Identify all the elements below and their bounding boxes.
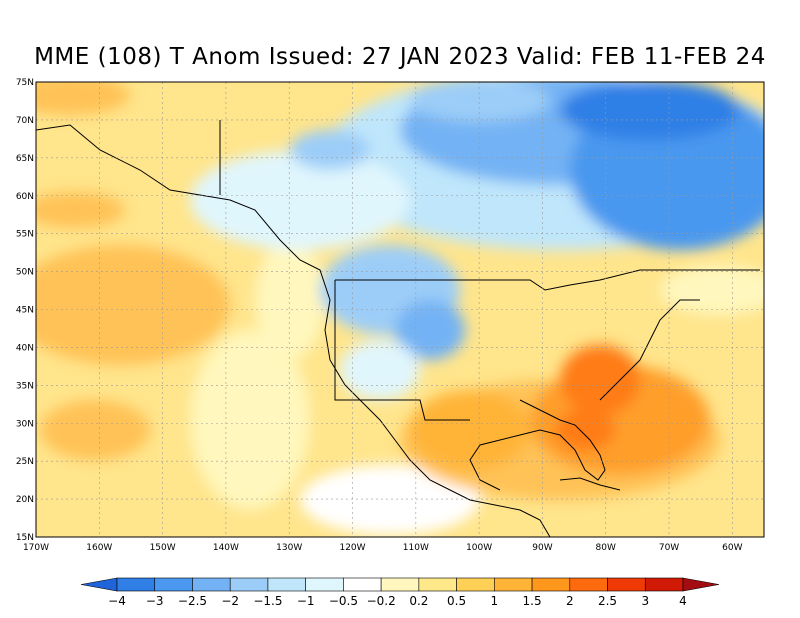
coastlines [36,120,760,537]
colorbar-label: 1.5 [523,594,542,608]
lat-label: 35N [16,381,34,391]
colorbar-label: −3 [146,594,164,608]
colorbar-label: 0.2 [409,594,428,608]
longitude-labels: 170W 160W 150W 140W 130W 120W 110W 100W 90W 80W 70… [23,543,743,553]
lon-label: 100W [466,543,492,553]
colorbar-swatch [607,577,646,592]
colorbar-label: 2 [566,594,574,608]
colorbar-label: −2.5 [178,594,207,608]
lat-label: 15N [16,533,34,543]
colorbar-swatch [569,577,608,592]
colorbar: −4 −3 −2.5 −2 −1.5 −1 −0.5 −0.2 0.2 0.5 1 1.5 2 2.5 3 4 [80,577,720,608]
colorbar-left-arrow [80,577,118,592]
colorbar-swatch [380,577,420,592]
map-frame [35,81,765,538]
colorbar-label: 4 [679,594,687,608]
colorbar-swatch [267,577,306,592]
colorbar-swatch [116,577,156,592]
lat-label: 40N [16,343,34,353]
colorbar-swatch [305,577,344,592]
colorbar-label: −2 [221,594,239,608]
anomaly-field [36,82,764,537]
lat-label: 50N [16,268,34,278]
colorbar-label: −0.2 [367,594,396,608]
colorbar-label: −1.5 [253,594,282,608]
lat-label: 70N [16,116,34,126]
colorbar-swatch [644,577,684,592]
colorbar-label: −1 [297,594,315,608]
lon-label: 160W [86,543,112,553]
lat-label: 25N [16,457,34,467]
colorbar-label: 2.5 [598,594,617,608]
lon-label: 60W [722,543,742,553]
lon-label: 70W [659,543,679,553]
lat-label: 75N [16,78,34,88]
map-title: MME (108) T Anom Issued: 27 JAN 2023 Val… [34,44,766,70]
lon-label: 90W [532,543,552,553]
lon-label: 140W [213,543,239,553]
colorbar-label: 0.5 [447,594,466,608]
colorbar-swatch [456,577,495,592]
colorbar-swatch [343,577,382,592]
graticule [36,82,764,537]
lat-label: 45N [16,306,34,316]
lat-label: 60N [16,192,34,202]
colorbar-label: −0.5 [329,594,358,608]
lon-label: 130W [276,543,302,553]
lat-label: 30N [16,419,34,429]
lon-label: 150W [150,543,176,553]
lon-label: 120W [339,543,365,553]
lon-label: 170W [23,543,49,553]
lat-label: 20N [16,495,34,505]
colorbar-swatch [192,577,231,592]
pacific-warm-blob [36,245,230,365]
lat-label: 65N [16,154,34,164]
colorbar-swatch [418,577,457,592]
colorbar-label: 1 [491,594,499,608]
lat-label: 55N [16,230,34,240]
colorbar-right-arrow [682,577,720,592]
lon-label: 80W [596,543,616,553]
colorbar-swatch [531,577,571,592]
latitude-labels: 75N 70N 65N 60N 55N 50N 45N 40N 35N 30N 25N 20N 15N [16,78,34,543]
colorbar-swatch [494,577,533,592]
colorbar-label: −4 [108,594,126,608]
colorbar-swatch [154,577,193,592]
lon-label: 110W [403,543,429,553]
colorbar-swatch [229,577,269,592]
colorbar-label: 3 [641,594,649,608]
